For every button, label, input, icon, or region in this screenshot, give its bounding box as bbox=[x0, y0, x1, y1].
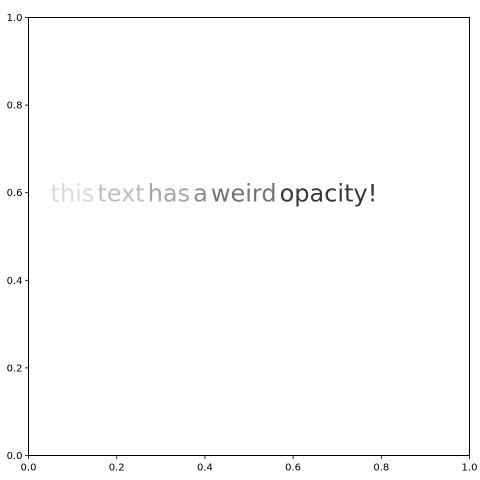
annotation-word: text bbox=[97, 180, 144, 208]
x-tick-label: 0.8 bbox=[373, 463, 389, 474]
y-tick-label: 0.4 bbox=[7, 276, 23, 287]
y-tick-label: 0.8 bbox=[7, 101, 23, 112]
x-tick-label: 0.0 bbox=[21, 463, 37, 474]
y-tick-label: 0.2 bbox=[7, 363, 23, 374]
annotation-word: has bbox=[148, 180, 190, 208]
y-tick-label: 1.0 bbox=[7, 13, 23, 24]
y-tick-label: 0.0 bbox=[7, 451, 23, 462]
annotation-word: opacity! bbox=[280, 180, 378, 208]
opacity-annotation: this text has a weird opacity! bbox=[51, 180, 378, 208]
x-tick-label: 0.2 bbox=[109, 463, 125, 474]
x-tick-label: 1.0 bbox=[462, 463, 478, 474]
x-tick-label: 0.4 bbox=[197, 463, 213, 474]
annotation-word: this bbox=[51, 180, 95, 208]
y-tick-label: 0.6 bbox=[7, 188, 23, 199]
annotation-word: a bbox=[193, 180, 208, 208]
x-tick-label: 0.6 bbox=[285, 463, 301, 474]
annotation-word: weird bbox=[211, 180, 277, 208]
